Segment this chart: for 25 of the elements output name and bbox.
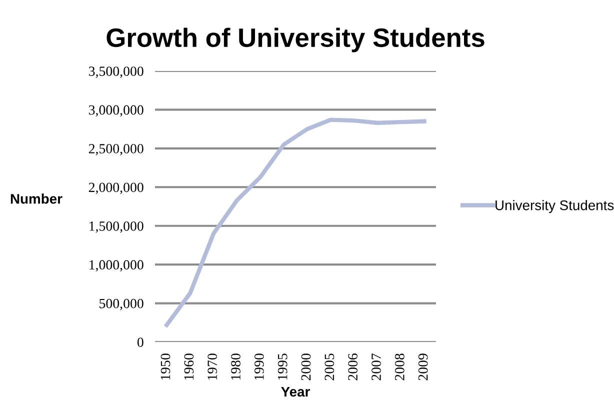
x-tick-label: 2008	[394, 354, 404, 380]
x-tick-label: 2000	[301, 354, 311, 380]
x-tick-label: 2006	[348, 354, 358, 380]
x-tick-label: 1990	[254, 354, 264, 380]
x-tick-label: 2007	[372, 354, 381, 380]
x-tick-label: 1995	[278, 354, 288, 380]
legend-label: University Students	[496, 200, 614, 213]
y-tick-label: 3,500,000	[88, 66, 144, 78]
y-tick-label: 2,000,000	[88, 182, 144, 194]
y-tick-label: 1,000,000	[90, 260, 144, 272]
x-tick-label: 1980	[231, 354, 240, 380]
x-tick-label: 2005	[324, 354, 334, 380]
line-series	[164, 118, 426, 328]
y-tick-label: 1,500,000	[90, 221, 144, 233]
x-tick-label: 1950	[160, 354, 170, 380]
x-tick-label: 2009	[418, 354, 428, 380]
x-axis-title: Year	[281, 386, 310, 397]
y-axis-title: Number	[10, 194, 62, 204]
y-tick-label: 500,000	[100, 298, 144, 310]
y-tick-label: 0	[137, 338, 144, 347]
y-tick-label: 3,000,000	[88, 105, 144, 117]
chart-title: Growth of University Students	[106, 28, 484, 52]
y-tick-label: 2,500,000	[88, 144, 144, 156]
x-tick-label: 1960	[184, 354, 194, 380]
x-tick-label: 1970	[208, 354, 218, 380]
